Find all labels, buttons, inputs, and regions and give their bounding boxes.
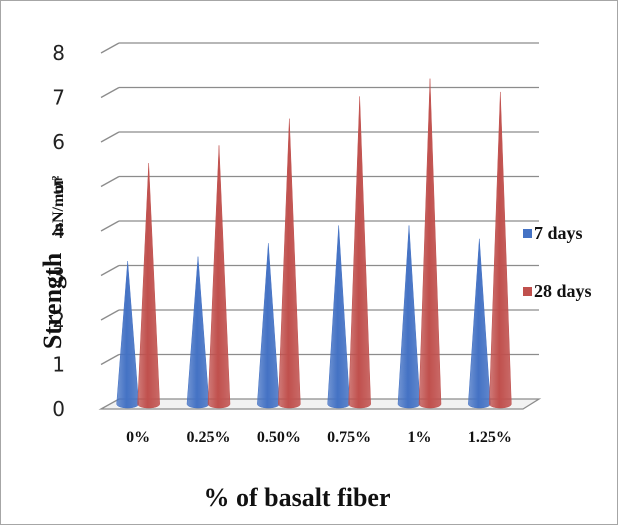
x-axis-ticks: 0% 0.25% 0.50% 0.75% 1% 1.25% — [126, 429, 512, 446]
legend-swatch — [523, 229, 532, 238]
x-tick-label: 0.25% — [187, 429, 231, 446]
cone-bar — [327, 225, 350, 409]
gridline-depth — [100, 220, 120, 232]
x-tick-label: 0.75% — [327, 429, 371, 446]
cone-bar — [397, 225, 421, 409]
gridline-depth — [100, 42, 120, 54]
y-tick-label: 1 — [52, 353, 65, 377]
x-axis-label: % of basalt fiber — [203, 483, 390, 512]
y-tick-label: 2 — [52, 308, 65, 332]
y-tick-label: 4 — [52, 219, 65, 243]
y-tick-label: 8 — [52, 41, 65, 65]
cone-bar — [207, 145, 231, 409]
y-tick-label: 3 — [52, 264, 65, 288]
cone-bar — [278, 118, 301, 409]
gridline-depth — [100, 86, 120, 99]
x-tick-label: 0% — [126, 429, 150, 446]
y-tick-label: 6 — [52, 130, 65, 154]
cone-bar — [348, 96, 371, 409]
y-tick-label: 7 — [52, 86, 65, 110]
gridline-depth — [100, 131, 120, 143]
gridline-depth — [100, 264, 120, 277]
cone-bar — [468, 238, 491, 409]
cone-bar — [137, 163, 160, 409]
y-axis-label: Strength — [38, 252, 67, 349]
bars — [116, 78, 512, 409]
gridlines — [100, 42, 539, 366]
legend-entry: 7 days — [534, 223, 583, 243]
cone-bar — [186, 256, 210, 409]
legend: 7 days 28 days — [523, 223, 592, 301]
x-tick-label: 1% — [408, 429, 432, 446]
gridline-depth — [100, 175, 120, 188]
cone-bar — [257, 243, 280, 409]
y-tick-label: 0 — [52, 397, 65, 421]
gridline-depth — [100, 353, 120, 366]
y-axis-unit: inN/mm² — [50, 175, 67, 236]
cone-bar — [418, 78, 442, 409]
legend-entry: 28 days — [534, 281, 592, 301]
x-tick-label: 0.50% — [257, 429, 301, 446]
cone-bar — [116, 261, 139, 409]
legend-swatch — [523, 287, 532, 296]
y-tick-label: 5 — [52, 175, 65, 199]
x-tick-label: 1.25% — [468, 429, 512, 446]
gridline-depth — [100, 309, 120, 321]
y-axis-ticks: 0 1 2 3 4 5 6 7 8 — [52, 41, 65, 421]
cone-bar — [489, 91, 512, 409]
